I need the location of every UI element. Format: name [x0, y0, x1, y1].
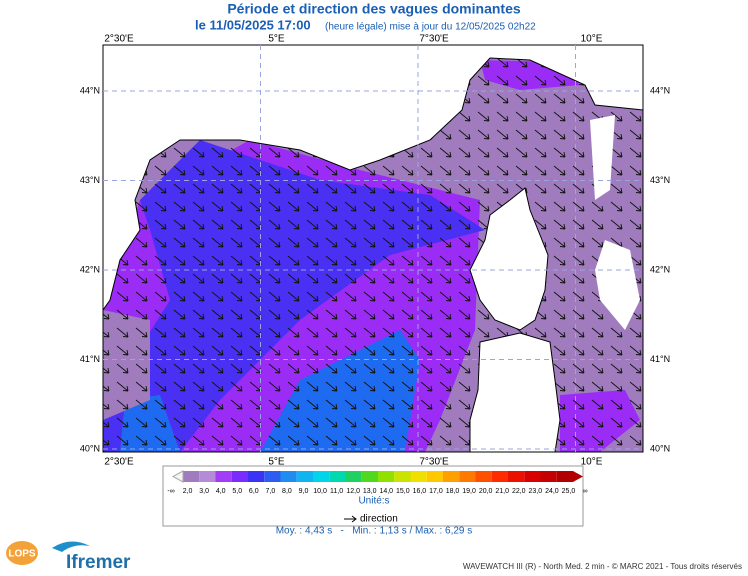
colorbar-swatch [508, 471, 525, 482]
colorbar-swatch [280, 471, 297, 482]
logo-ifremer: Ifremer [66, 552, 131, 573]
logo-lops-mark [6, 541, 38, 565]
colorbar-label: 4,0 [216, 488, 226, 495]
lat-label: 42°N [80, 264, 100, 274]
colorbar-label: 8,0 [282, 488, 292, 495]
colorbar-label: 10,0 [313, 488, 327, 495]
lat-label: 44°N [80, 85, 100, 95]
colorbar-label: 19,0 [462, 488, 476, 495]
colorbar-label: 9,0 [299, 488, 309, 495]
colorbar-label: ∞ [583, 488, 588, 495]
lat-label: 40°N [650, 443, 670, 453]
colorbar-swatch [248, 471, 265, 482]
update-note: (heure légale) mise à jour du 12/05/2025… [325, 22, 536, 33]
unit: Unité:s [358, 496, 389, 507]
colorbar-swatch [394, 471, 411, 482]
colorbar-swatch [491, 471, 508, 482]
lon-label: 7°30'E [419, 34, 449, 45]
colorbar-label: 23,0 [529, 488, 543, 495]
direction-label: direction [360, 514, 398, 525]
map-area [103, 45, 643, 452]
colorbar-label: 18,0 [446, 488, 460, 495]
lon-label: 7°30'E [419, 457, 449, 468]
lat-label: 43°N [650, 175, 670, 185]
map-frame [102, 44, 644, 453]
lat-label: 43°N [80, 175, 100, 185]
colorbar-label: 22,0 [512, 488, 526, 495]
colorbar-label: 7,0 [265, 488, 275, 495]
colorbar-swatch [361, 471, 378, 482]
lat-label: 41°N [80, 354, 100, 364]
colorbar-swatch [475, 471, 492, 482]
colorbar-swatch [183, 471, 200, 482]
lat-label: 44°N [650, 85, 670, 95]
date: le 11/05/2025 17:00 [195, 17, 311, 32]
no-data [590, 115, 615, 200]
colorbar-swatch [231, 471, 248, 482]
colorbar-swatch [329, 471, 346, 482]
colorbar-label: 14,0 [379, 488, 393, 495]
sardinia [469, 332, 561, 452]
lon-label: 5°E [268, 457, 285, 468]
logo-lops: LOPS [8, 549, 36, 560]
colorbar-swatch [264, 471, 281, 482]
colorbar-label: 17,0 [429, 488, 443, 495]
colorbar-label: 21,0 [495, 488, 509, 495]
lon-label: 10°E [581, 34, 603, 45]
colorbar-label: 15,0 [396, 488, 410, 495]
credit: WAVEWATCH III (R) - North Med. 2 min - ©… [463, 562, 742, 571]
colorbar-swatch [313, 471, 330, 482]
lat-label: 40°N [80, 443, 100, 453]
colorbar-end [171, 470, 184, 483]
lon-label: 10°E [581, 457, 603, 468]
colorbar-swatch [459, 471, 476, 482]
direction-arrow-icon [344, 515, 357, 523]
colorbar-label: 11,0 [330, 488, 343, 495]
no-data [595, 240, 640, 330]
colorbar-swatch [296, 471, 313, 482]
colorbar-swatch [540, 471, 557, 482]
colorbar-swatch [199, 471, 216, 482]
colorbar-end [573, 471, 583, 482]
logo-ifremer-mark [52, 541, 90, 552]
colorbar-label: 13,0 [363, 488, 377, 495]
lat-label: 42°N [650, 264, 670, 274]
colorbar-label: 24,0 [545, 488, 559, 495]
colorbar-swatch [426, 471, 443, 482]
colorbar-label: 5,0 [232, 488, 242, 495]
colorbar-swatch [345, 471, 362, 482]
colorbar-label: 16,0 [413, 488, 427, 495]
lon-label: 5°E [268, 34, 285, 45]
colorbar-swatch [378, 471, 395, 482]
colorbar-swatch [215, 471, 232, 482]
colorbar-label: 6,0 [249, 488, 259, 495]
colorbar-label: 25,0 [562, 488, 576, 495]
colorbar-label: 12,0 [346, 488, 360, 495]
colorbar-label: 3,0 [199, 488, 209, 495]
corsica [469, 187, 549, 331]
colorbar-label: 2,0 [183, 488, 193, 495]
graticule: 2°30'E 2°30'E 5°E 5°E 7°30'E 7°30'E 10°E 10°E 44… [80, 34, 670, 468]
lat-label: 41°N [650, 354, 670, 364]
title: Période et direction des vagues dominant… [227, 1, 521, 17]
colorbar: -∞ 2,0 3,0 4,0 5,0 6,0 7,0 8,0 9,0 10,0 11,0 12,0 13… [167, 470, 588, 495]
lon-label: 2°30'E [104, 457, 134, 468]
colorbar-label: 20,0 [479, 488, 493, 495]
stats: Moy. : 4,43 s - Min. : 1,13 s / Max. : 6… [276, 526, 473, 537]
colorbar-swatch [443, 471, 460, 482]
lon-label: 2°30'E [104, 34, 134, 45]
colorbar-swatch [524, 471, 541, 482]
land [103, 45, 643, 311]
colorbar-swatch [556, 471, 573, 482]
colorbar-label: -∞ [167, 488, 174, 495]
colorbar-swatch [410, 471, 427, 482]
